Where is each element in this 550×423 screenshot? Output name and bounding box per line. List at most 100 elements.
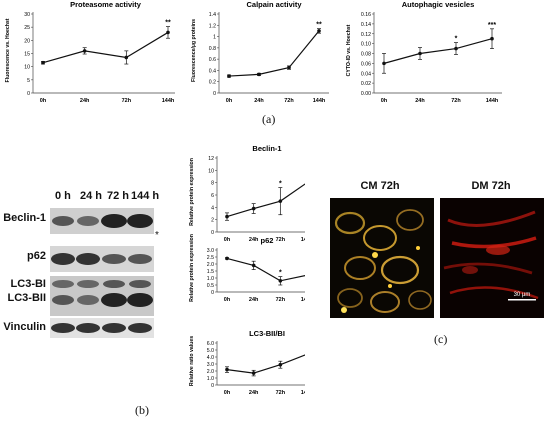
data-point — [166, 30, 170, 35]
x-tick-label: 72h — [276, 297, 286, 303]
x-tick-label: 144h — [301, 297, 305, 303]
series-line — [42, 31, 169, 64]
data-point — [278, 199, 283, 203]
y-tick-label: 1.0 — [207, 276, 214, 282]
blot-row-beclin: Beclin-1 — [3, 212, 46, 224]
y-tick-label: 0.08 — [361, 52, 371, 58]
chart-title: Proteasome activity — [70, 0, 142, 9]
blot-header-24h: 24 h — [80, 190, 103, 202]
y-tick-label: 2.5 — [207, 255, 214, 261]
y-tick-label: 5 — [27, 78, 30, 84]
dm-micrograph: 30 µm — [440, 198, 544, 318]
x-tick-label: 0h — [224, 390, 231, 396]
y-tick-label: 6 — [211, 193, 214, 199]
chart-title: Calpain activity — [246, 0, 302, 9]
y-tick-label: 0.00 — [361, 91, 371, 97]
significance-mark: * — [455, 36, 458, 43]
x-tick-label: 24h — [249, 297, 259, 303]
data-point — [41, 60, 45, 65]
series-line — [226, 183, 305, 218]
y-tick-label: 1.0 — [207, 376, 214, 382]
p62-chart: p62 Relative protein expression 00.51.01.5… — [189, 234, 305, 303]
blot-row-lc3bi: LC3-BI — [10, 278, 46, 290]
micrograph-title-cm: CM 72h — [360, 180, 400, 192]
y-tick-label: 2.0 — [207, 262, 214, 268]
data-point — [278, 362, 283, 367]
y-tick-label: 8 — [211, 181, 214, 187]
y-axis-label: Relative protein expression — [189, 234, 195, 302]
micrograph-title-dm: DM 72h — [471, 180, 511, 192]
blot-header-72h: 72 h — [107, 190, 130, 202]
y-tick-label: 1.5 — [207, 269, 214, 275]
data-point — [454, 46, 458, 51]
data-point — [227, 74, 231, 78]
y-tick-label: 1 — [213, 35, 216, 41]
significance-mark: * — [279, 270, 282, 277]
x-tick-label: 24h — [254, 98, 264, 104]
blot-asterisk: * — [155, 230, 159, 241]
x-tick-label: 72h — [276, 390, 286, 396]
data-point — [251, 371, 256, 375]
y-tick-label: 0 — [213, 91, 216, 97]
y-axis-label: Fluorescence/µg proteins — [191, 19, 197, 82]
y-tick-label: 0 — [211, 383, 214, 389]
y-tick-label: 0.12 — [361, 32, 371, 38]
data-point — [225, 214, 229, 219]
beclin-chart: Beclin-1 Relative protein expression 0 2 4 6 8… — [189, 144, 305, 243]
blot-row-lc3bii: LC3-BII — [7, 292, 47, 304]
x-tick-label: 144h — [162, 98, 175, 104]
x-tick-label: 0h — [381, 98, 388, 104]
y-tick-label: 0.6 — [209, 57, 216, 63]
data-point — [257, 72, 261, 77]
y-tick-label: 0 — [211, 290, 214, 296]
x-tick-label: 24h — [415, 98, 425, 104]
significance-mark: ** — [165, 20, 171, 27]
y-tick-label: 0.16 — [361, 12, 371, 18]
panel-label-a: (a) — [262, 112, 276, 126]
blot-row-vinculin: Vinculin — [3, 321, 46, 333]
data-point — [251, 263, 256, 268]
y-tick-label: 0.5 — [207, 283, 214, 289]
y-tick-label: 5.0 — [207, 348, 214, 354]
calpain-chart: Calpain activity Fluorescence/µg proteins… — [191, 0, 329, 104]
proteasome-chart: Proteasome activity Fluorescence vs. Hoec… — [5, 0, 175, 104]
significance-mark: *** — [488, 22, 496, 29]
data-point — [382, 61, 386, 66]
y-axis-label: Relative ratio values — [189, 336, 195, 386]
y-tick-label: 2 — [211, 218, 214, 224]
chart-title: Beclin-1 — [252, 144, 281, 153]
western-blot: 0 h 24 h 72 h 144 h Beclin-1 p62 LC3-BI … — [0, 190, 170, 340]
blot-row-p62: p62 — [27, 250, 46, 262]
y-tick-label: 0.2 — [209, 80, 216, 86]
data-point — [278, 279, 283, 283]
significance-mark: ** — [316, 22, 322, 29]
x-tick-label: 144h — [301, 237, 305, 243]
y-tick-label: 3.0 — [207, 248, 214, 254]
data-point — [225, 256, 229, 261]
y-tick-label: 10 — [208, 168, 214, 174]
data-point — [317, 29, 321, 33]
y-tick-label: 0.4 — [209, 68, 216, 74]
data-point — [124, 55, 129, 60]
blot-header-144h: 144 h — [131, 190, 160, 202]
y-tick-label: 0 — [211, 230, 214, 236]
x-tick-label: 0h — [40, 98, 47, 104]
chart-title: LC3-BII/BI — [249, 329, 285, 338]
data-point — [418, 51, 422, 56]
chart-title: Autophagic vesicles — [402, 0, 475, 9]
y-axis-label: Relative protein expression — [189, 158, 195, 226]
data-point — [287, 65, 291, 70]
series-line — [383, 38, 493, 64]
y-axis-label: CYTO-ID vs. Hoechst — [346, 24, 352, 76]
y-tick-label: 0.06 — [361, 61, 371, 67]
y-tick-label: 25 — [24, 25, 30, 31]
y-tick-label: 10 — [24, 65, 30, 71]
x-tick-label: 24h — [80, 98, 90, 104]
y-tick-label: 4.0 — [207, 355, 214, 361]
significance-mark: * — [279, 181, 282, 188]
series-line — [226, 257, 305, 282]
blot-bands — [50, 208, 154, 338]
x-tick-label: 144h — [301, 390, 305, 396]
y-tick-label: 3.0 — [207, 362, 214, 368]
scale-bar-label: 30 µm — [514, 292, 531, 298]
